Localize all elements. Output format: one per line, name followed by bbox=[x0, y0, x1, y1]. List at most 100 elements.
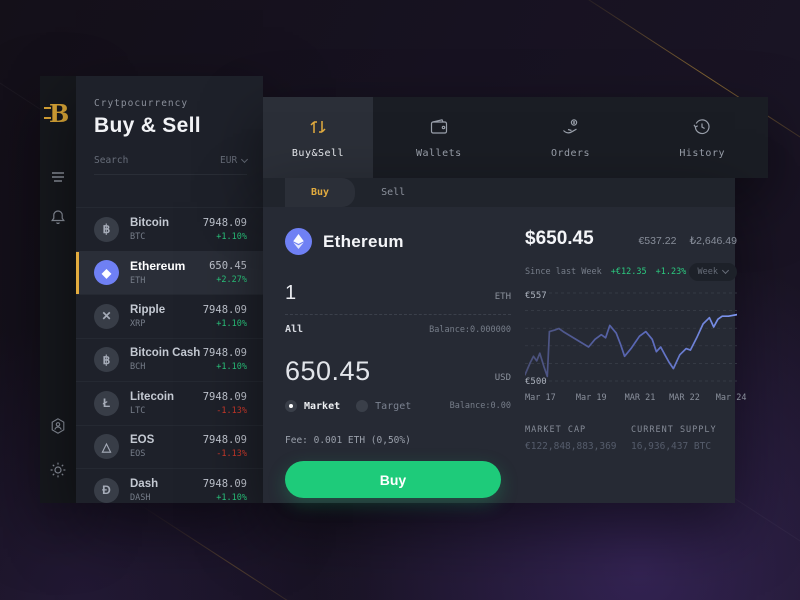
chevron-down-icon bbox=[241, 155, 249, 163]
coin-change: +1.10% bbox=[216, 362, 247, 373]
bell-icon[interactable] bbox=[49, 208, 67, 226]
coin-change: +2.27% bbox=[216, 275, 247, 286]
y-axis-label-bottom: €500 bbox=[525, 377, 547, 387]
all-button[interactable]: All bbox=[285, 324, 304, 335]
chevron-down-icon bbox=[721, 266, 730, 275]
price-unit: USD bbox=[494, 373, 511, 383]
coin-change: +1.10% bbox=[216, 318, 247, 329]
y-axis-label-top: €557 bbox=[525, 291, 547, 301]
market-cap-label: MARKET CAP bbox=[525, 425, 587, 435]
ripple-icon: ✕ bbox=[94, 303, 119, 329]
radio-label: Target bbox=[375, 400, 412, 412]
coin-change: -1.13% bbox=[216, 449, 247, 460]
order-form: Ethereum ETH All Balance:0.000000 650.45… bbox=[285, 228, 511, 498]
currency-selector[interactable]: EUR bbox=[220, 155, 249, 166]
price-balance: Balance:0.00 bbox=[449, 401, 511, 411]
coin-price: 7948.09 bbox=[202, 347, 247, 360]
dash-icon: Đ bbox=[94, 477, 119, 503]
exchange-icon bbox=[307, 116, 329, 138]
fee-note: Fee: 0.001 ETH (0,50%) bbox=[285, 435, 411, 446]
coin-list: ฿ Bitcoin BTC 7948.09 +1.10% ◆ Ethereum ETH 650.… bbox=[76, 207, 263, 503]
brand-logo: B bbox=[43, 98, 73, 132]
coin-ticker: ETH bbox=[130, 276, 146, 287]
tab-label: History bbox=[679, 148, 725, 159]
coin-change: +1.10% bbox=[216, 231, 247, 242]
menu-icon[interactable] bbox=[49, 168, 67, 186]
litecoin-icon: Ł bbox=[94, 390, 119, 416]
tab-sell[interactable]: Sell bbox=[381, 187, 406, 198]
tab-buy[interactable]: Buy bbox=[285, 178, 356, 207]
ethereum-icon: ◆ bbox=[94, 260, 119, 286]
order-type-market[interactable]: Market bbox=[285, 400, 340, 412]
eos-icon: △ bbox=[94, 434, 119, 460]
market-stats: $650.45 €537.22 ₺2,646.49 Since last Wee… bbox=[525, 228, 747, 452]
radio-label: Market bbox=[304, 400, 341, 412]
coin-row-bch[interactable]: ฿ Bitcoin Cash BCH 7948.09 +1.10% bbox=[76, 337, 263, 382]
app-eyebrow: Crytpocurrency bbox=[94, 98, 189, 109]
history-icon bbox=[691, 116, 713, 138]
coin-price: 7948.09 bbox=[202, 216, 247, 229]
coin-ticker: LTC bbox=[130, 405, 146, 416]
coin-name: Litecoin bbox=[130, 390, 175, 403]
price-eur: €537.22 bbox=[638, 235, 677, 247]
coin-row-eth[interactable]: ◆ Ethereum ETH 650.45 +2.27% bbox=[76, 250, 263, 294]
coin-sidebar: Crytpocurrency Buy & Sell EUR ฿ Bitcoin BT… bbox=[76, 76, 263, 503]
since-label: Since last Week bbox=[525, 267, 602, 277]
coin-row-ltc[interactable]: Ł Litecoin LTC 7948.09 -1.13% bbox=[76, 381, 263, 425]
supply-value: 16,936,437 BTC bbox=[631, 441, 712, 452]
active-indicator bbox=[76, 295, 79, 338]
trade-panel: Buy Sell Ethereum ETH All Balance:0.0000… bbox=[263, 178, 747, 503]
x-tick: Mar 24 bbox=[715, 393, 747, 403]
coin-name: Bitcoin bbox=[130, 216, 169, 229]
bitcoin-icon: ฿ bbox=[94, 216, 119, 242]
orders-icon bbox=[560, 116, 582, 138]
tab-label: Orders bbox=[550, 148, 591, 159]
coin-row-xrp[interactable]: ✕ Ripple XRP 7948.09 +1.10% bbox=[76, 294, 263, 338]
coin-name: Ethereum bbox=[130, 259, 186, 274]
coin-price: 7948.09 bbox=[202, 477, 247, 490]
change-absolute: +€12.35 bbox=[610, 267, 647, 277]
range-selector[interactable]: Week bbox=[688, 263, 737, 281]
active-indicator bbox=[76, 208, 79, 251]
coin-row-dash[interactable]: Đ Dash DASH 7948.09 +1.10% bbox=[76, 468, 263, 503]
amount-input[interactable] bbox=[285, 282, 405, 305]
tab-history[interactable]: History bbox=[636, 97, 768, 178]
coin-ticker: XRP bbox=[130, 318, 146, 329]
currency-value: EUR bbox=[220, 155, 238, 166]
sun-icon[interactable] bbox=[49, 461, 67, 479]
tab-buy-sell[interactable]: Buy&Sell bbox=[263, 97, 373, 178]
coin-name: EOS bbox=[130, 434, 155, 447]
icon-rail: B bbox=[40, 76, 76, 503]
x-tick: MAR 22 bbox=[669, 393, 700, 403]
tab-wallets[interactable]: Wallets bbox=[373, 97, 505, 178]
x-tick: Mar 19 bbox=[575, 393, 607, 403]
wallet-icon bbox=[428, 116, 450, 138]
x-tick: MAR 21 bbox=[624, 393, 656, 403]
buy-button[interactable]: Buy bbox=[285, 461, 501, 498]
coin-price: 650.45 bbox=[209, 260, 247, 273]
coin-row-btc[interactable]: ฿ Bitcoin BTC 7948.09 +1.10% bbox=[76, 207, 263, 251]
coin-price: 7948.09 bbox=[202, 303, 247, 316]
price-usd: $650.45 bbox=[525, 228, 594, 249]
coin-ticker: BCH bbox=[130, 362, 146, 373]
change-percent: +1.23% bbox=[655, 267, 687, 277]
active-indicator bbox=[76, 382, 79, 425]
market-cap-value: €122,848,883,369 bbox=[525, 441, 617, 452]
x-axis-ticks: Mar 17 Mar 19 MAR 21 MAR 22 Mar 24 bbox=[525, 393, 747, 407]
active-indicator bbox=[76, 339, 79, 382]
amount-balance: Balance:0.000000 bbox=[429, 324, 511, 335]
line-chart bbox=[525, 292, 737, 382]
user-hexagon-icon[interactable] bbox=[49, 417, 67, 435]
supply-label: CURRENT SUPPLY bbox=[631, 425, 717, 435]
coin-name: Bitcoin Cash bbox=[130, 347, 201, 360]
order-type-target[interactable]: Target bbox=[356, 400, 411, 412]
coin-row-eos[interactable]: △ EOS EOS 7948.09 -1.13% bbox=[76, 424, 263, 469]
coin-name: Ripple bbox=[130, 303, 166, 316]
tab-orders[interactable]: Orders bbox=[505, 97, 637, 178]
search-input[interactable] bbox=[94, 155, 220, 166]
radio-icon bbox=[285, 400, 297, 412]
price-value: 650.45 bbox=[285, 356, 371, 386]
mode-tabs: Buy Sell bbox=[263, 178, 735, 207]
page-title: Buy & Sell bbox=[94, 114, 201, 137]
